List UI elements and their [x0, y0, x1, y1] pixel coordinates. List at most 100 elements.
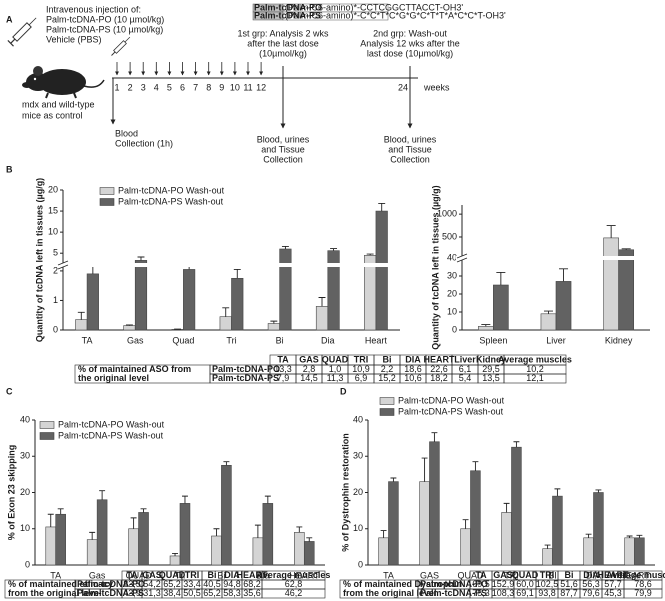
week-label: 7 [193, 82, 198, 92]
table-value: 6,1 [459, 364, 472, 374]
collection-text: Collection [263, 154, 303, 164]
panel-label: A [6, 14, 13, 24]
error-bar [222, 307, 230, 317]
table-value: 31,3 [143, 588, 161, 598]
table-row-label: the original level [78, 373, 149, 383]
error-bar [513, 441, 520, 448]
x-tick-label: Heart [365, 335, 388, 345]
error-bar [559, 268, 569, 282]
error-bar [57, 508, 64, 515]
y-tick-label: 15 [48, 205, 58, 215]
y-axis-label: % of Exon 23 skipping [6, 445, 16, 541]
x-tick-label: TA [383, 570, 394, 580]
bar [593, 492, 604, 566]
error-bar [213, 528, 220, 536]
bar [315, 306, 329, 331]
axis-break [456, 256, 650, 260]
error-bar [233, 268, 241, 279]
table-header: Average muscles [498, 354, 572, 364]
y-tick-label: 40 [353, 414, 363, 424]
x-tick-label: Liver [546, 335, 566, 345]
legend-label: Palm-tcDNA-PO Wash-out [118, 185, 225, 195]
table-header: Bi [383, 354, 392, 364]
y-tick-label: 1000 [437, 209, 457, 219]
error-bar [89, 531, 96, 540]
table-header: TA [475, 570, 487, 580]
bar [179, 503, 191, 566]
x-tick-label: Tri [226, 335, 236, 345]
group1-text: after the last dose [247, 38, 319, 48]
table-header: Kidney [476, 354, 506, 364]
bar [96, 499, 108, 566]
table-value: 45,3 [604, 588, 622, 598]
y-tick-label: 20 [447, 288, 457, 298]
y-tick-label: 0 [358, 559, 363, 569]
error-bar [254, 524, 261, 538]
legend-swatch [99, 187, 115, 195]
week-label: 24 [398, 82, 408, 92]
week-label: 8 [206, 82, 211, 92]
bar [493, 284, 509, 331]
table-value: 1,0 [329, 364, 342, 374]
table-header: TRI [540, 570, 555, 580]
injection-text: Palm-tcDNA-PO (10 µmol/kg) [46, 14, 164, 24]
legend-label: Palm-tcDNA-PO Wash-out [398, 395, 505, 405]
bar [55, 513, 66, 566]
bar [388, 481, 399, 566]
y-tick-label: 20 [48, 184, 58, 194]
week-label: 9 [219, 82, 224, 92]
error-bar [281, 246, 289, 249]
syringe-icon [7, 17, 37, 47]
syringe-icon [111, 36, 131, 56]
legend-label: Palm-tcDNA-PS Wash-out [118, 196, 224, 206]
week-label: 2 [128, 82, 133, 92]
error-bar [462, 519, 469, 529]
bar [262, 503, 274, 566]
bar [219, 316, 232, 331]
table-header: Liver [454, 354, 476, 364]
group2-text: last dose (10µmol/kg) [367, 48, 453, 58]
table-row-name: Palm-tcDNA-PO [420, 579, 488, 589]
bar [634, 537, 645, 566]
error-bar [496, 271, 506, 285]
bar [294, 532, 305, 566]
table-value: 50,5 [183, 588, 201, 598]
bar [460, 528, 471, 566]
error-bar [130, 517, 137, 529]
table-value: 43,9 [123, 588, 141, 598]
y-tick-label: 0 [25, 559, 30, 569]
legend-label: Palm-tcDNA-PS Wash-out [58, 430, 164, 440]
bar [86, 539, 98, 566]
bar [45, 526, 57, 566]
x-tick-label: Quad [172, 335, 194, 345]
injection-text: Palm-tcDNA-PS (10 µmol/kg) [46, 24, 163, 34]
table-value: 69,1 [516, 588, 534, 598]
table-value: 10,6 [404, 373, 422, 383]
table-value: 83,5 [123, 579, 141, 589]
error-bar [626, 535, 633, 538]
x-tick-label: TA [50, 570, 61, 580]
bar [552, 495, 563, 566]
bar [378, 537, 389, 566]
collection-text: Collection (1h) [115, 138, 173, 148]
table-row-name: Palm-tcDNA-PS [212, 373, 279, 383]
table-value: 78,6 [634, 579, 652, 589]
axis-break-mark [57, 260, 69, 270]
y-tick-label: 500 [442, 231, 457, 241]
group1-text: (10µmol/kg) [259, 48, 307, 58]
table-value: 46,2 [285, 588, 303, 598]
table-value: 2,2 [381, 364, 394, 374]
table-header: GAS [493, 570, 513, 580]
table-header: Bi [565, 570, 574, 580]
table-header: HEART [598, 570, 630, 580]
x-tick-label: Dia [321, 335, 335, 345]
error-bar [421, 457, 428, 482]
error-bar [390, 477, 397, 482]
y-tick-label: 30 [447, 270, 457, 280]
table-row-label: from the original level [343, 588, 437, 598]
collection-text: Blood, urines [384, 134, 437, 144]
table-header: TA [126, 570, 138, 580]
table-value: 5,4 [459, 373, 472, 383]
sequence-name: Palm-tcDNA-PO [254, 3, 322, 13]
